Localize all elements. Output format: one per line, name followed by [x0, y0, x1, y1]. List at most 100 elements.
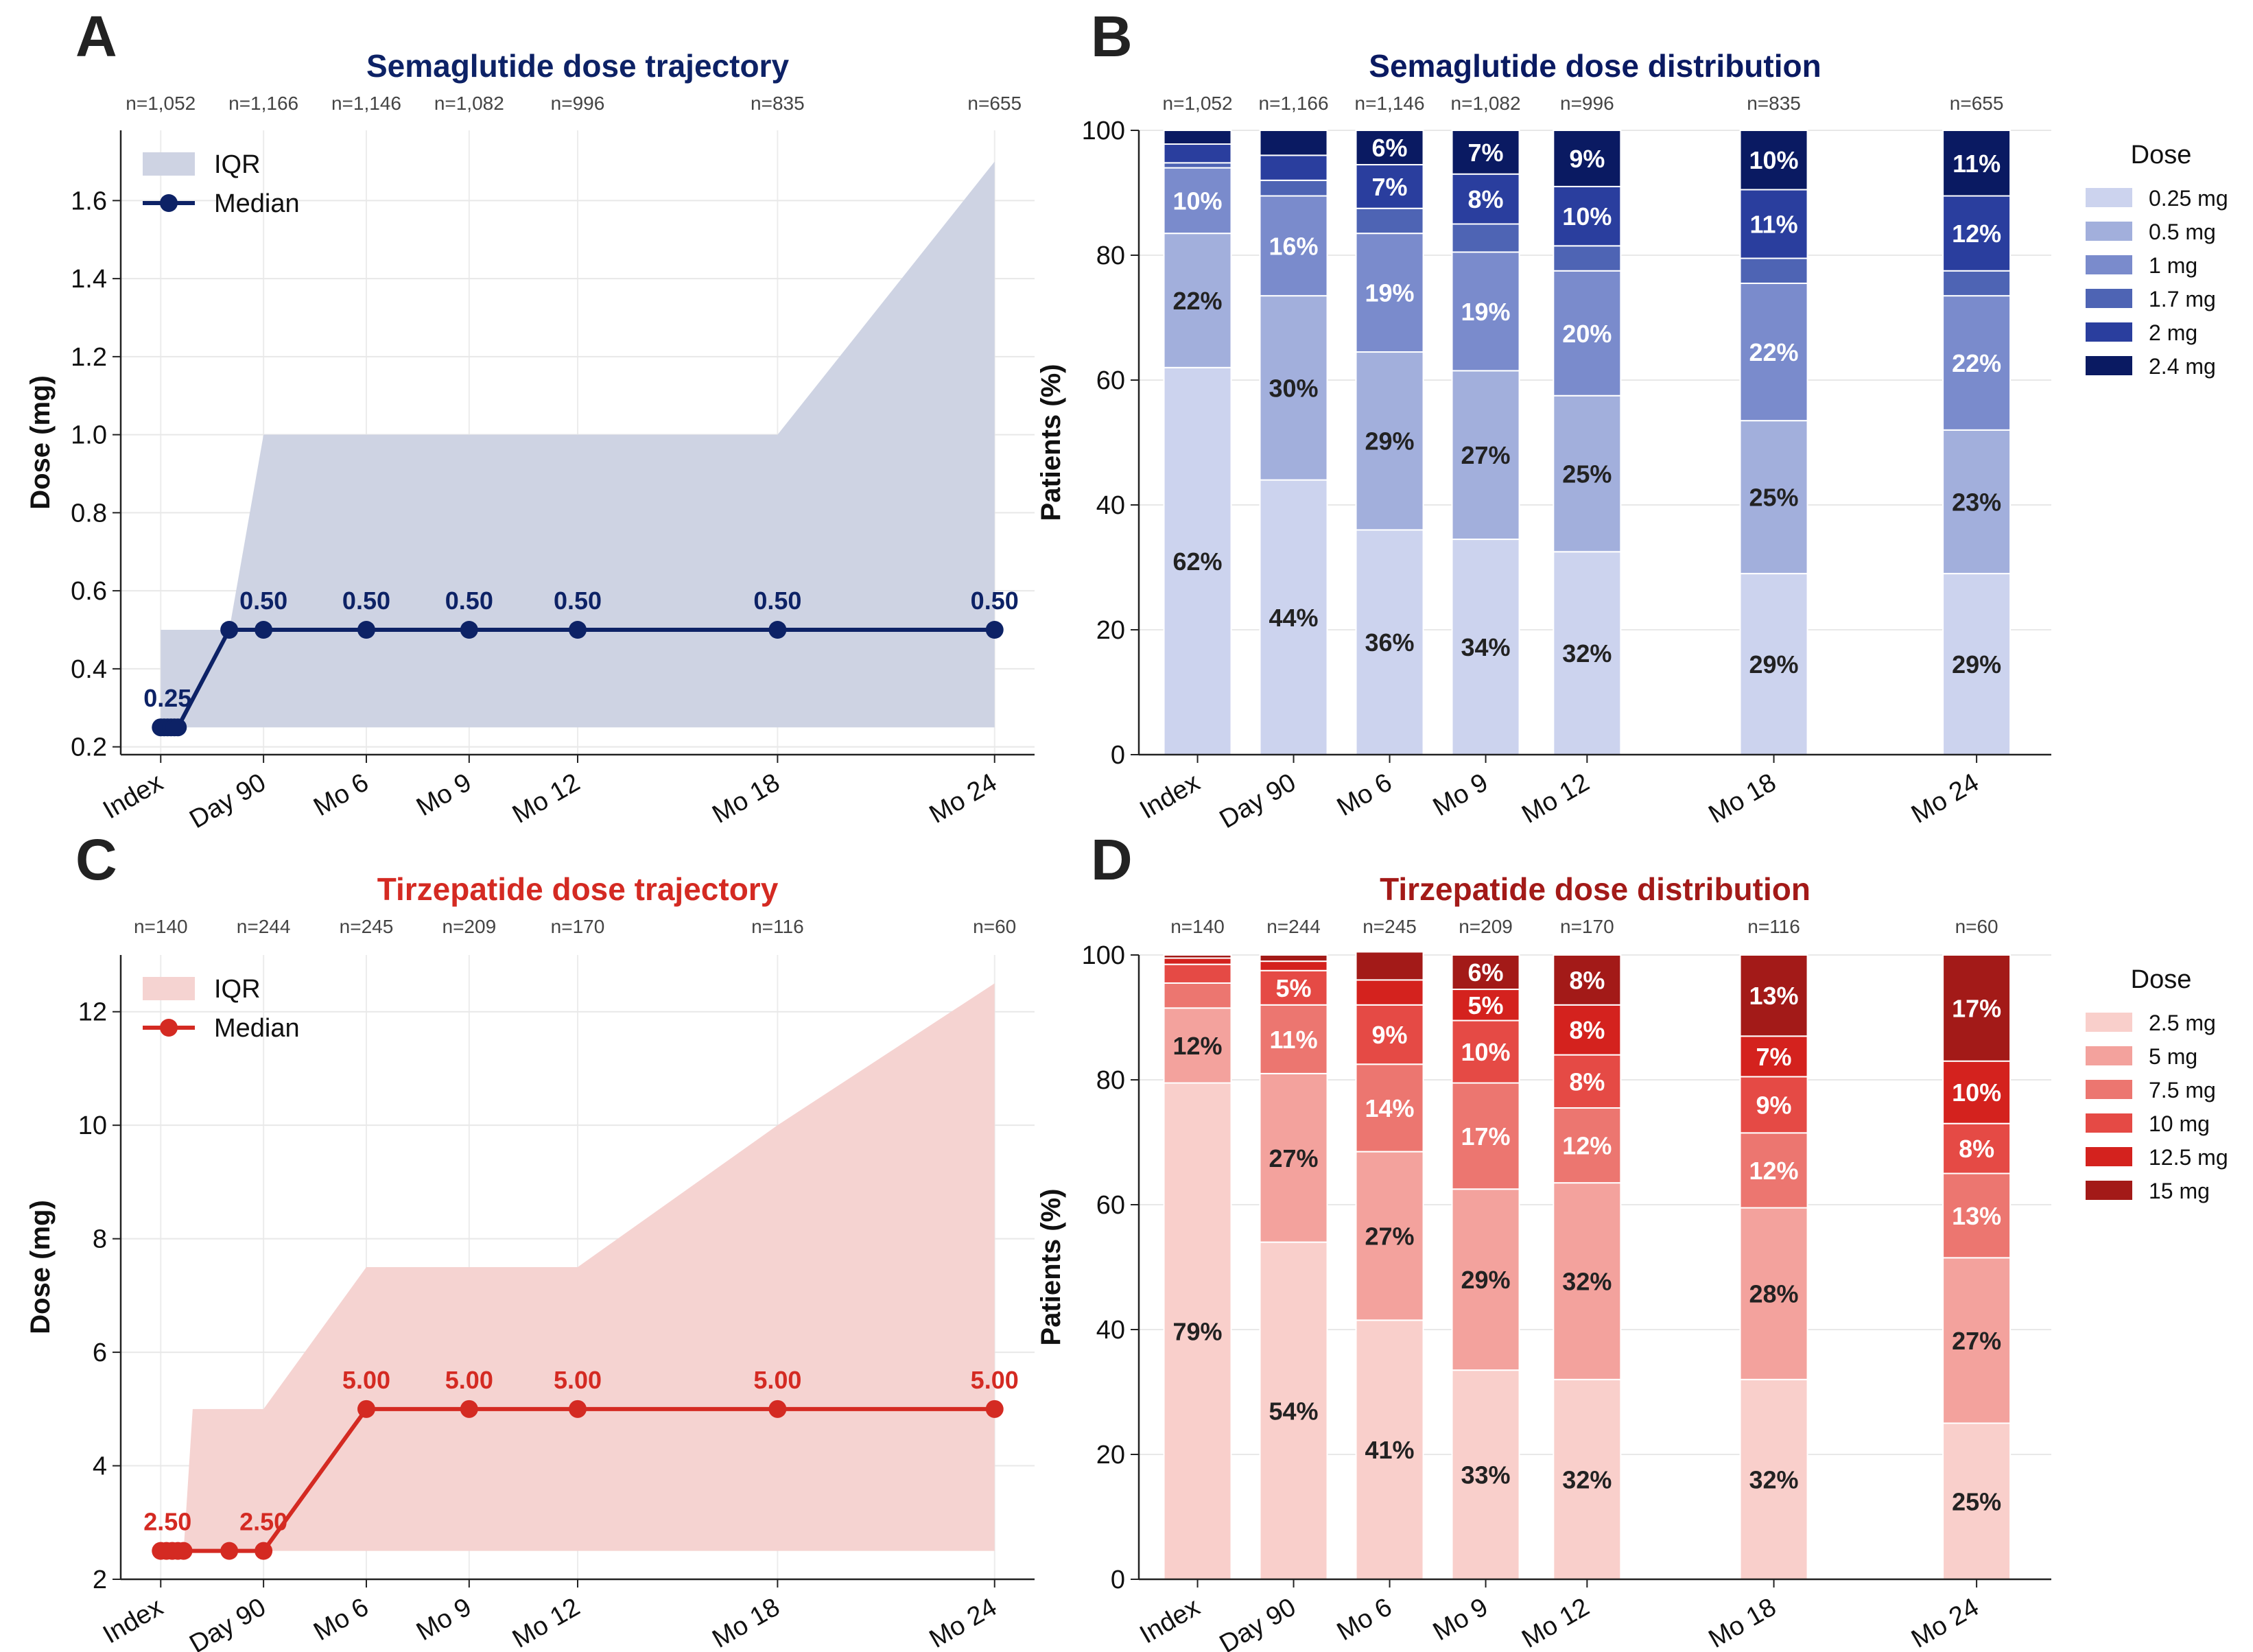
median-point: [255, 621, 273, 639]
n-label: n=60: [1955, 916, 1998, 937]
bar-value-label: 29%: [1952, 650, 2001, 678]
n-label: n=835: [1747, 93, 1801, 114]
bar-value-label: 29%: [1365, 427, 1415, 456]
legend-label: 1 mg: [2149, 253, 2197, 278]
n-label: n=170: [1560, 916, 1614, 937]
median-point: [768, 1400, 787, 1418]
median-point: [460, 621, 478, 639]
n-label: n=244: [237, 916, 291, 937]
y-tick-label: 0.4: [71, 655, 107, 684]
bar-value-label: 29%: [1461, 1266, 1511, 1294]
bar-value-label: 12%: [1749, 1157, 1799, 1185]
bar-value-label: 10%: [1952, 1078, 2001, 1107]
median-value-label: 2.50: [143, 1508, 191, 1536]
n-label: n=1,166: [228, 93, 298, 114]
bar-segment: [1355, 529, 1424, 756]
bar-segment: [1553, 1378, 1622, 1581]
legend-iqr-swatch: [143, 152, 195, 176]
n-label: n=655: [967, 93, 1022, 114]
bar-segment: [1259, 960, 1328, 971]
bar-value-label: 16%: [1269, 232, 1319, 260]
bar-segment: [1553, 270, 1622, 397]
bar-segment: [1355, 130, 1424, 166]
median-point: [569, 1400, 587, 1418]
panel-letter-a: A: [75, 4, 117, 69]
n-label: n=245: [1363, 916, 1417, 937]
y-axis-label: Dose (mg): [25, 1200, 56, 1334]
bar-segment: [1259, 479, 1328, 755]
n-label: n=209: [443, 916, 497, 937]
y-tick-label: 8: [93, 1225, 107, 1254]
legend-label: 2.4 mg: [2149, 354, 2216, 379]
median-point: [985, 1400, 1004, 1418]
bar-segment: [1355, 1319, 1424, 1580]
legend-swatch: [2086, 1080, 2132, 1099]
y-tick-label: 60: [1096, 1191, 1125, 1220]
n-label: n=60: [973, 916, 1016, 937]
legend-swatch: [2086, 322, 2132, 342]
n-label: n=1,146: [331, 93, 401, 114]
y-tick-label: 40: [1096, 1316, 1125, 1345]
bar-segment: [1739, 257, 1808, 284]
bar-segment: [1259, 130, 1328, 156]
bar-value-label: 11%: [1953, 150, 2001, 178]
bar-value-label: 8%: [1569, 1016, 1605, 1044]
median-value-label: 0.50: [554, 587, 602, 615]
bar-value-label: 32%: [1562, 1465, 1612, 1494]
bar-segment: [1451, 173, 1520, 225]
chart-title: Tirzepatide dose trajectory: [377, 871, 779, 907]
bar-segment: [1942, 1422, 2012, 1580]
bar-segment: [1739, 189, 1808, 259]
bar-segment: [1163, 162, 1232, 169]
bar-segment: [1739, 1207, 1808, 1380]
bar-value-label: 11%: [1750, 211, 1798, 239]
median-point: [220, 621, 239, 639]
bar-segment: [1355, 164, 1424, 209]
bar-segment: [1259, 1004, 1328, 1074]
y-tick-label: 0.8: [71, 499, 107, 528]
bar-segment: [1553, 185, 1622, 247]
bar-segment: [1451, 1188, 1520, 1371]
bar-value-label: 27%: [1365, 1223, 1415, 1251]
y-tick-label: 1.6: [71, 187, 107, 215]
chart-title: Semaglutide dose trajectory: [366, 48, 789, 84]
y-tick-label: 0: [1111, 741, 1125, 770]
bar-value-label: 10%: [1749, 146, 1799, 174]
bar-value-label: 22%: [1173, 287, 1223, 315]
bar-value-label: 28%: [1749, 1280, 1799, 1308]
bar-value-label: 54%: [1269, 1397, 1319, 1425]
bar-segment: [1163, 233, 1232, 368]
bar-segment: [1451, 1019, 1520, 1084]
bar-segment: [1942, 1060, 2012, 1124]
legend-swatch: [2086, 255, 2132, 274]
n-label: n=1,166: [1259, 93, 1329, 114]
bar-value-label: 41%: [1365, 1436, 1415, 1464]
n-label: n=116: [751, 916, 804, 937]
bar-value-label: 22%: [1749, 338, 1799, 366]
bar-value-label: 17%: [1461, 1122, 1511, 1150]
legend-swatch: [2086, 188, 2132, 207]
legend-label: 0.25 mg: [2149, 186, 2228, 211]
bar-segment: [1355, 951, 1424, 981]
legend-label: 10 mg: [2149, 1111, 2210, 1136]
bar-segment: [1942, 295, 2012, 431]
bar-segment: [1355, 207, 1424, 235]
bar-value-label: 6%: [1372, 134, 1408, 162]
median-value-label: 5.00: [971, 1366, 1019, 1394]
y-tick-label: 60: [1096, 366, 1125, 395]
bar-value-label: 32%: [1562, 1267, 1612, 1295]
legend-label: 1.7 mg: [2149, 287, 2216, 311]
bar-segment: [1259, 969, 1328, 1006]
n-label: n=244: [1266, 916, 1321, 937]
bar-segment: [1553, 1054, 1622, 1109]
n-label: n=116: [1747, 916, 1800, 937]
bar-value-label: 13%: [1952, 1202, 2001, 1230]
bar-segment: [1942, 195, 2012, 272]
n-label: n=1,082: [1451, 93, 1521, 114]
n-label: n=1,052: [126, 93, 196, 114]
median-point: [985, 621, 1004, 639]
bar-value-label: 62%: [1173, 547, 1223, 576]
bar-segment: [1942, 1122, 2012, 1175]
bar-value-label: 19%: [1461, 298, 1511, 326]
median-value-label: 0.50: [239, 587, 287, 615]
